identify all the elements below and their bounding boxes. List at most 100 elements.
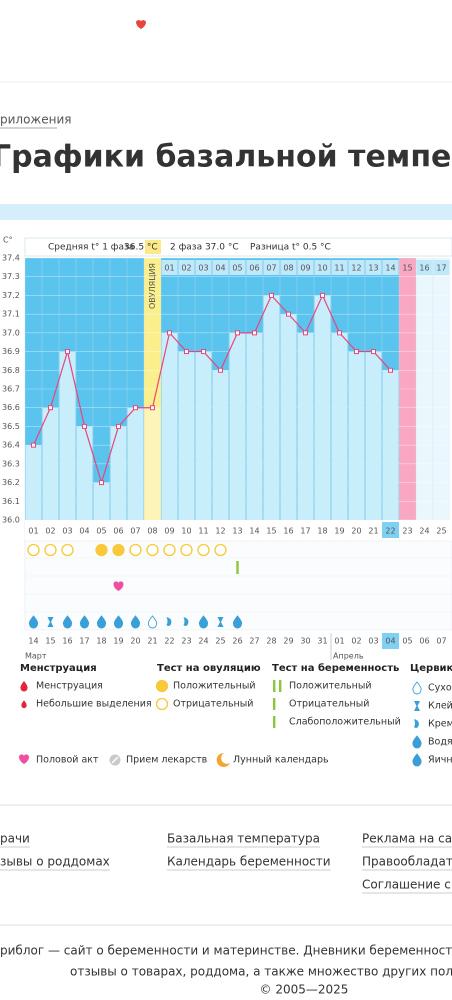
cycle-day: 05 xyxy=(96,527,106,536)
current-day xyxy=(382,522,399,538)
bar xyxy=(25,445,42,520)
y-tick-label: 36.2 xyxy=(2,478,20,487)
y-tick-label: 36.7 xyxy=(2,385,20,394)
mucus xyxy=(183,617,189,626)
y-tick-label: 37.3 xyxy=(2,272,20,281)
legend-icon xyxy=(273,680,276,692)
temperature-point xyxy=(201,349,206,355)
phase2-day: 07 xyxy=(266,264,276,273)
cycle-row xyxy=(25,520,452,540)
phase2-day: 13 xyxy=(368,264,378,273)
phase2-day-cell xyxy=(195,260,212,275)
bar xyxy=(212,370,229,520)
y-tick-label: 36.9 xyxy=(2,347,20,356)
bar xyxy=(229,332,246,520)
current-date xyxy=(382,633,399,649)
legend-item: Положительный xyxy=(289,681,372,692)
date: 17 xyxy=(79,637,89,646)
cycle-day: 21 xyxy=(368,527,378,536)
cycle-day: 17 xyxy=(300,527,310,536)
date: 31 xyxy=(317,637,327,646)
bar xyxy=(76,426,93,520)
legend-icon xyxy=(412,735,422,749)
bar xyxy=(365,351,382,520)
bar xyxy=(246,332,263,520)
phase2-day-cell xyxy=(416,260,433,275)
ovulation-test xyxy=(61,543,74,557)
cycle-day: 01 xyxy=(28,527,38,536)
legend-icon xyxy=(111,756,119,764)
cycle-day: 19 xyxy=(334,527,344,536)
pregnancy-test xyxy=(236,561,239,574)
phase2-day: 06 xyxy=(249,264,259,273)
temperature-point xyxy=(82,423,87,429)
cycle-day: 24 xyxy=(419,527,429,536)
legend-title: Цервикал xyxy=(410,663,452,674)
mucus xyxy=(47,617,54,627)
ovulation-test xyxy=(95,543,108,557)
phase2-day: 09 xyxy=(300,264,310,273)
bar xyxy=(161,332,178,520)
date: 04 xyxy=(385,637,395,646)
phase2-day-cell xyxy=(263,260,280,275)
legend-item: Положительный xyxy=(173,681,256,692)
phase2-day: 10 xyxy=(317,264,327,273)
footer-link[interactable]: Базальная температура xyxy=(167,832,320,846)
legend-icon xyxy=(273,698,276,710)
date: 02 xyxy=(351,637,361,646)
mucus xyxy=(28,615,39,629)
phase2-day-cell xyxy=(246,260,263,275)
date: 22 xyxy=(164,637,174,646)
bar xyxy=(42,407,59,520)
date: 01 xyxy=(334,637,344,646)
y-tick-label: 36.8 xyxy=(2,366,20,375)
phase1-value: 36.5 °C xyxy=(124,243,158,253)
mucus xyxy=(79,615,90,629)
legend-item: Менструация xyxy=(36,681,103,692)
y-tick-label: 36.0 xyxy=(2,516,20,525)
temperature-line xyxy=(32,293,391,485)
date: 30 xyxy=(300,637,310,646)
date: 18 xyxy=(96,637,106,646)
phase2-day: 01 xyxy=(164,264,174,273)
cycle-day: 23 xyxy=(402,527,412,536)
marks-area xyxy=(24,540,452,631)
legend-item: Слабоположительный xyxy=(289,717,401,728)
mucus xyxy=(62,615,73,629)
intercourse xyxy=(113,581,124,591)
date: 25 xyxy=(215,637,225,646)
mucus xyxy=(198,615,209,629)
date: 05 xyxy=(402,637,412,646)
cycle-day: 12 xyxy=(215,527,225,536)
breadcrumb[interactable]: риложения xyxy=(0,113,71,127)
footer-link[interactable]: Реклама на сайте xyxy=(362,832,452,846)
legend-icon xyxy=(216,752,230,767)
footer-link[interactable]: Соглашение с по xyxy=(362,878,452,892)
legend-icon xyxy=(414,719,419,728)
footer-link[interactable]: рачи xyxy=(0,832,30,846)
legend-item: Креми xyxy=(428,719,452,730)
legend-icon xyxy=(155,697,169,711)
y-tick-label: 36.4 xyxy=(2,441,20,450)
mucus xyxy=(166,617,172,626)
cycle-day: 11 xyxy=(198,527,208,536)
bar xyxy=(195,351,212,520)
y-tick-label: 36.1 xyxy=(2,497,20,506)
mucus xyxy=(96,615,107,629)
legend-item: Небольшие выделения xyxy=(36,699,152,710)
footer-link[interactable]: Правообладател xyxy=(362,855,452,869)
legend-icon xyxy=(21,700,27,709)
footer-link[interactable]: зывы о роддомах xyxy=(0,855,110,869)
temperature-point xyxy=(167,330,172,336)
bar xyxy=(263,295,280,520)
month: Апрель xyxy=(333,652,364,661)
temperature-point xyxy=(116,423,121,429)
footer-link[interactable]: Календарь беременности xyxy=(167,855,331,869)
temperature-point xyxy=(388,367,393,373)
cycle-day: 07 xyxy=(130,527,140,536)
y-tick-label: 36.5 xyxy=(2,422,20,431)
ovulation-test xyxy=(129,543,142,557)
legend-item: Лунный календарь xyxy=(233,755,329,766)
